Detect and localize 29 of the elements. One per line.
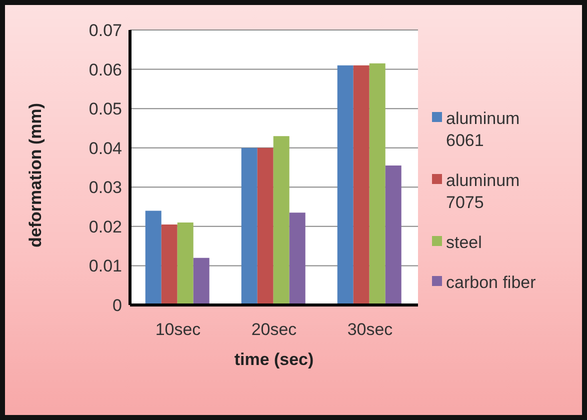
y-tick-label: 0.04 xyxy=(88,138,122,158)
y-tick-label: 0.05 xyxy=(88,100,122,119)
bar xyxy=(241,148,258,305)
x-tick-label: 10sec xyxy=(155,320,202,340)
bar xyxy=(257,148,274,305)
bar xyxy=(337,65,354,305)
bar xyxy=(193,258,210,305)
x-axis-title: time (sec) xyxy=(234,350,314,369)
y-tick-label: 0.07 xyxy=(88,21,122,40)
bar xyxy=(177,222,194,305)
bar xyxy=(353,65,370,305)
y-tick-label: 0.06 xyxy=(88,60,122,80)
legend-label: steel xyxy=(446,232,483,254)
y-axis-title: deformation (mm) xyxy=(26,103,46,248)
bar xyxy=(369,63,386,305)
y-tick-label: 0.03 xyxy=(88,178,122,198)
x-tick-label: 30sec xyxy=(347,320,394,340)
bar xyxy=(161,224,178,305)
bar xyxy=(273,136,290,305)
legend-label: aluminum 7075 xyxy=(446,170,521,214)
legend-label: aluminum 6061 xyxy=(446,108,521,152)
bar xyxy=(145,210,162,305)
y-tick-label: 0 xyxy=(112,296,122,316)
y-tick-label: 0.01 xyxy=(88,256,122,276)
x-tick-label: 20sec xyxy=(251,320,298,340)
legend-label: carbon fiber xyxy=(446,272,537,294)
bar xyxy=(385,166,402,305)
bar xyxy=(289,212,306,305)
y-tick-label: 0.02 xyxy=(88,217,122,236)
